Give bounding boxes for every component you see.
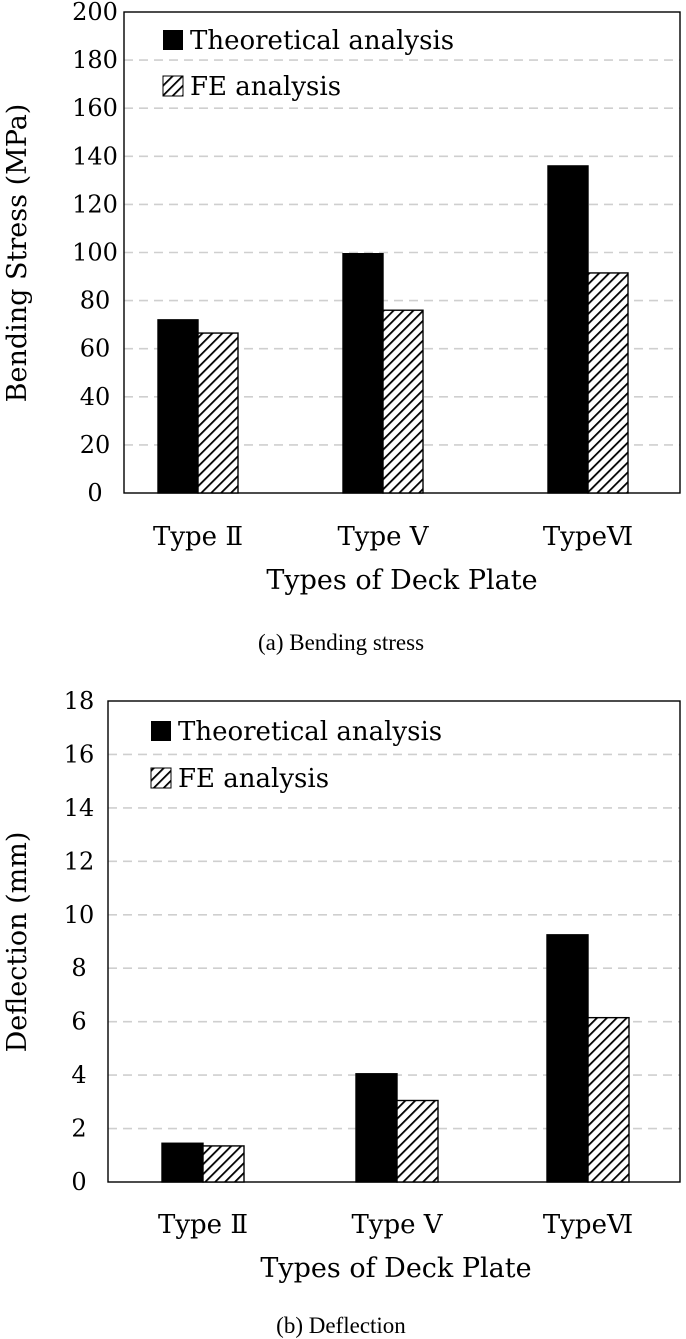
bar-fe-3 [587,272,629,494]
deflection-chart: 0 2 4 6 8 10 12 14 16 18 Type Ⅱ Type Ⅴ TypeⅥ Deflec… [2,687,681,1338]
y-tick-label: 12 [64,847,95,875]
legend-label-fe: FE analysis [190,72,341,102]
legend-swatch-theoretical [163,30,183,50]
x-tick-label: TypeⅥ [543,1210,633,1240]
bar-fe-1 [197,332,239,494]
y-tick-labels: 0 2 4 6 8 10 12 14 16 18 [64,687,95,1196]
y-tick-label: 40 [80,383,111,411]
x-tick-label: Type Ⅴ [337,522,429,552]
y-tick-label: 10 [64,901,95,929]
x-tick-label: TypeⅥ [543,522,633,552]
y-tick-label: 16 [64,740,95,768]
x-tick-labels: Type Ⅱ Type Ⅴ TypeⅥ [158,1210,633,1240]
x-tick-labels: Type Ⅱ Type Ⅴ TypeⅥ [153,522,633,552]
y-tick-label: 20 [80,431,111,459]
bar-fe-2 [382,309,424,494]
legend-swatch-theoretical [151,721,171,741]
legend-label-theoretical: Theoretical analysis [178,717,442,747]
bar-theoretical-2 [355,1073,398,1183]
y-tick-label: 14 [64,794,95,822]
x-tick-label: Type Ⅴ [351,1210,443,1240]
bar-fe-1 [202,1145,245,1183]
caption: (b) Deflection [276,1313,406,1338]
y-tick-label: 2 [71,1115,86,1143]
y-tick-label: 180 [72,46,118,74]
legend-label-fe: FE analysis [178,764,329,794]
y-tick-label: 6 [71,1008,86,1036]
bars [157,165,629,494]
y-tick-label: 0 [87,479,102,507]
x-tick-label: Type Ⅱ [153,522,243,552]
y-axis-title: Bending Stress (MPa) [2,104,33,403]
y-tick-labels: 0 20 40 60 80 100 120 140 160 180 200 [72,0,118,507]
legend: Theoretical analysis FE analysis [150,717,442,794]
y-tick-label: 160 [72,94,118,122]
bars [161,934,630,1183]
legend-swatch-fe [162,75,184,97]
y-tick-label: 4 [71,1061,86,1089]
caption: (a) Bending stress [258,630,424,655]
y-tick-label: 200 [72,0,118,26]
legend: Theoretical analysis FE analysis [162,26,454,102]
y-tick-label: 120 [72,190,118,218]
y-tick-label: 100 [72,239,118,267]
bar-fe-2 [396,1099,439,1183]
bar-theoretical-3 [546,934,589,1183]
bending-stress-chart: 0 20 40 60 80 100 120 140 160 180 200 Type Ⅱ Type Ⅴ… [2,0,681,655]
bar-fe-3 [587,1016,630,1183]
x-axis-title: Types of Deck Plate [260,1253,531,1284]
y-tick-label: 80 [80,287,111,315]
y-tick-label: 140 [72,142,118,170]
legend-label-theoretical: Theoretical analysis [190,26,454,56]
bar-theoretical-3 [547,165,589,494]
y-tick-label: 0 [71,1168,86,1196]
x-axis-title: Types of Deck Plate [266,565,537,596]
legend-swatch-fe [150,767,172,789]
y-tick-label: 8 [71,954,86,982]
y-axis-title: Deflection (mm) [2,832,33,1053]
x-tick-label: Type Ⅱ [158,1210,248,1240]
bar-theoretical-1 [161,1142,204,1183]
bar-theoretical-1 [157,319,199,494]
y-tick-label: 18 [64,687,95,715]
y-tick-label: 60 [80,335,111,363]
bar-theoretical-2 [342,253,384,494]
